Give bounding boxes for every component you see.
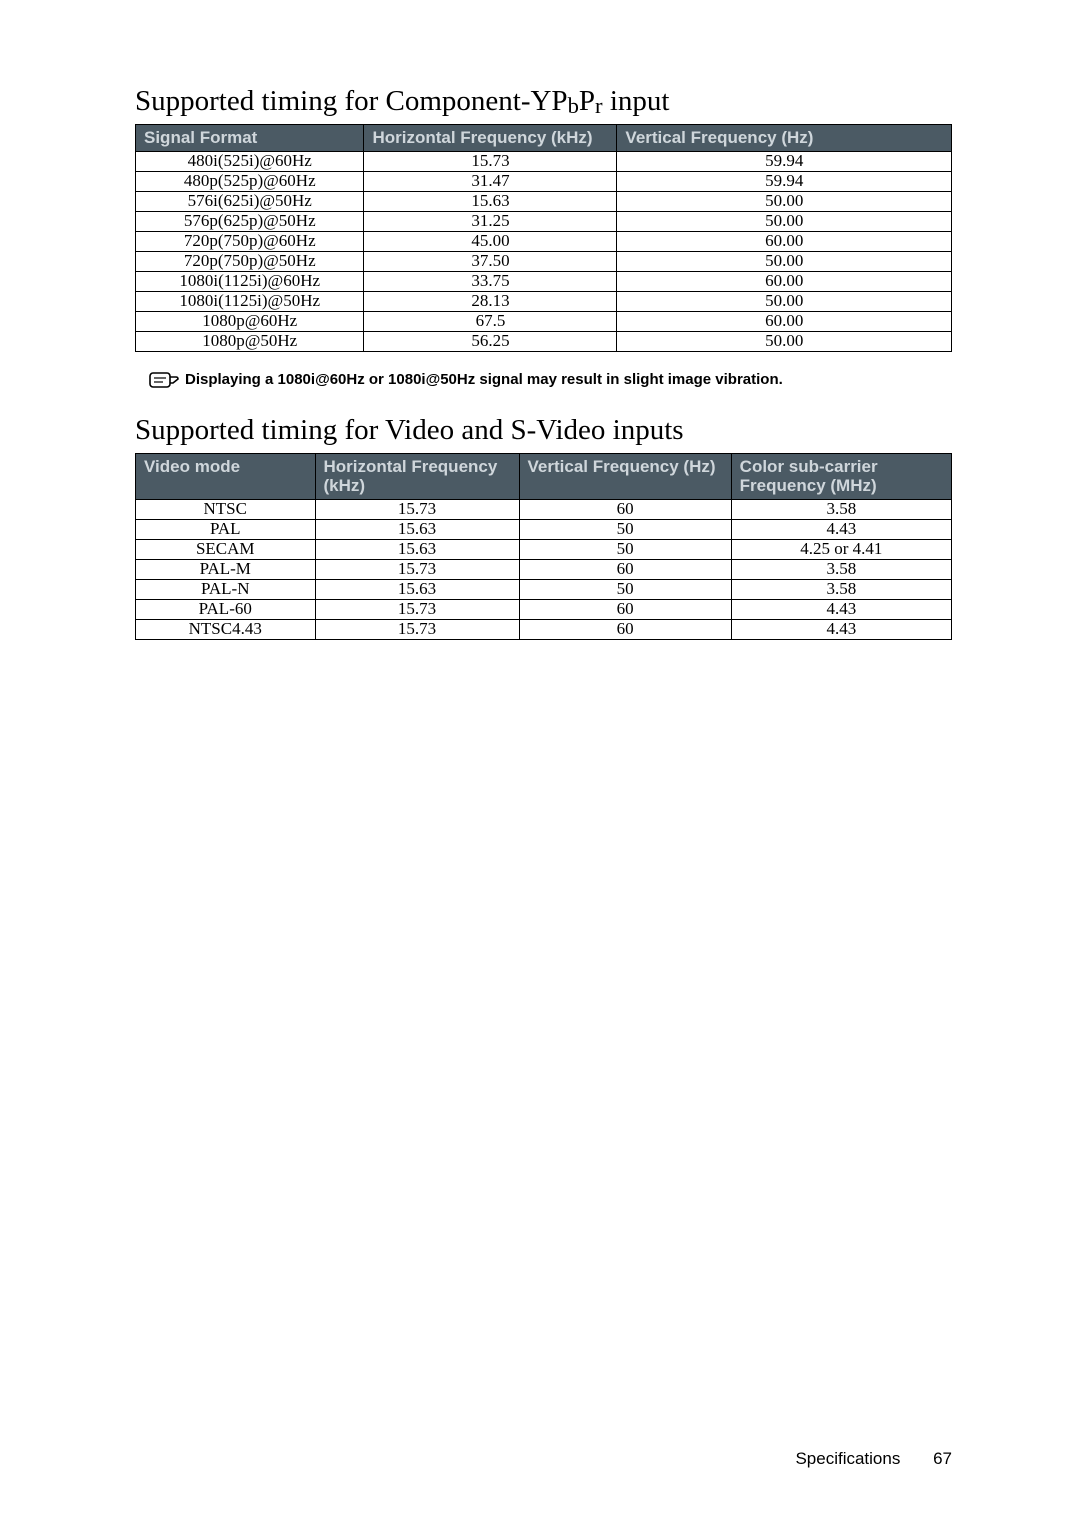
table2-cell: NTSC: [136, 499, 316, 519]
t1p4: input: [603, 85, 670, 117]
note-row: Displaying a 1080i@60Hz or 1080i@50Hz si…: [149, 370, 952, 390]
table2-cell: 4.25 or 4.41: [731, 539, 951, 559]
table1-cell: 31.47: [364, 171, 617, 191]
table2-cell: 50: [519, 539, 731, 559]
table-row: PAL-N15.63503.58: [136, 579, 952, 599]
table-row: 720p(750p)@60Hz45.0060.00: [136, 231, 952, 251]
table-row: 480i(525i)@60Hz15.7359.94: [136, 151, 952, 171]
table-row: 576i(625i)@50Hz15.6350.00: [136, 191, 952, 211]
table-row: NTSC4.4315.73604.43: [136, 619, 952, 639]
table-row: SECAM15.63504.25 or 4.41: [136, 539, 952, 559]
table1-cell: 59.94: [617, 171, 952, 191]
table2-cell: 4.43: [731, 619, 951, 639]
table1-header-row: Signal FormatHorizontal Frequency (kHz)V…: [136, 125, 952, 152]
footer-page: 67: [933, 1449, 952, 1468]
table1-cell: 37.50: [364, 251, 617, 271]
table-row: 720p(750p)@50Hz37.5050.00: [136, 251, 952, 271]
table1-cell: 50.00: [617, 331, 952, 351]
table2-cell: 15.63: [315, 539, 519, 559]
t1p0: Supported timing for Component-YP: [135, 85, 568, 117]
table2-cell: 50: [519, 579, 731, 599]
table1-cell: 59.94: [617, 151, 952, 171]
table2-cell: 3.58: [731, 559, 951, 579]
table1-cell: 720p(750p)@50Hz: [136, 251, 364, 271]
table-row: 576p(625p)@50Hz31.2550.00: [136, 211, 952, 231]
table2-header-2: Vertical Frequency (Hz): [519, 453, 731, 499]
table-row: 1080p@50Hz56.2550.00: [136, 331, 952, 351]
table1-cell: 45.00: [364, 231, 617, 251]
table1-header-1: Horizontal Frequency (kHz): [364, 125, 617, 152]
table2-cell: PAL-60: [136, 599, 316, 619]
note-text: Displaying a 1080i@60Hz or 1080i@50Hz si…: [185, 370, 783, 388]
table1-cell: 1080i(1125i)@60Hz: [136, 271, 364, 291]
table1-cell: 28.13: [364, 291, 617, 311]
table1-cell: 60.00: [617, 231, 952, 251]
table1-cell: 56.25: [364, 331, 617, 351]
table-row: 1080p@60Hz67.560.00: [136, 311, 952, 331]
table1-header-0: Signal Format: [136, 125, 364, 152]
table1-header-2: Vertical Frequency (Hz): [617, 125, 952, 152]
table2-cell: 60: [519, 619, 731, 639]
table2-cell: 15.73: [315, 499, 519, 519]
table-row: PAL15.63504.43: [136, 519, 952, 539]
table2-cell: PAL-M: [136, 559, 316, 579]
table-component-ypbpr: Signal FormatHorizontal Frequency (kHz)V…: [135, 124, 952, 352]
t1p3: r: [595, 93, 603, 118]
table1-cell: 60.00: [617, 271, 952, 291]
table1-cell: 50.00: [617, 251, 952, 271]
table-row: NTSC15.73603.58: [136, 499, 952, 519]
table1-cell: 480p(525p)@60Hz: [136, 171, 364, 191]
table1-cell: 576p(625p)@50Hz: [136, 211, 364, 231]
table2-header-0: Video mode: [136, 453, 316, 499]
table1-cell: 50.00: [617, 211, 952, 231]
table1-cell: 67.5: [364, 311, 617, 331]
table2-cell: 15.73: [315, 559, 519, 579]
table-row: 480p(525p)@60Hz31.4759.94: [136, 171, 952, 191]
footer-label: Specifications: [795, 1449, 900, 1468]
table2-cell: 60: [519, 499, 731, 519]
table2-cell: 15.63: [315, 519, 519, 539]
table2-cell: 60: [519, 599, 731, 619]
table1-cell: 50.00: [617, 291, 952, 311]
table1-cell: 576i(625i)@50Hz: [136, 191, 364, 211]
table2-cell: 3.58: [731, 499, 951, 519]
table1-cell: 31.25: [364, 211, 617, 231]
t1p1: b: [568, 93, 579, 118]
table1-cell: 15.63: [364, 191, 617, 211]
table1-cell: 1080i(1125i)@50Hz: [136, 291, 364, 311]
table2-cell: PAL: [136, 519, 316, 539]
table2-header-1: Horizontal Frequency (kHz): [315, 453, 519, 499]
table2-header-row: Video modeHorizontal Frequency (kHz)Vert…: [136, 453, 952, 499]
section2-title: Supported timing for Video and S-Video i…: [135, 414, 952, 447]
table-row: 1080i(1125i)@60Hz33.7560.00: [136, 271, 952, 291]
section1-title: Supported timing for Component-YPbPr inp…: [135, 85, 952, 118]
table2-cell: 50: [519, 519, 731, 539]
table1-cell: 15.73: [364, 151, 617, 171]
table1-cell: 720p(750p)@60Hz: [136, 231, 364, 251]
table2-cell: PAL-N: [136, 579, 316, 599]
note-icon: [149, 370, 179, 390]
page-footer: Specifications 67: [795, 1449, 952, 1469]
table1-cell: 33.75: [364, 271, 617, 291]
table-row: 1080i(1125i)@50Hz28.1350.00: [136, 291, 952, 311]
table2-cell: 4.43: [731, 599, 951, 619]
table-row: PAL-M15.73603.58: [136, 559, 952, 579]
table2-cell: 3.58: [731, 579, 951, 599]
table1-cell: 60.00: [617, 311, 952, 331]
table-row: PAL-6015.73604.43: [136, 599, 952, 619]
table2-cell: 15.73: [315, 619, 519, 639]
table2-cell: 4.43: [731, 519, 951, 539]
table2-cell: 60: [519, 559, 731, 579]
table1-cell: 1080p@50Hz: [136, 331, 364, 351]
table-video-svideo: Video modeHorizontal Frequency (kHz)Vert…: [135, 453, 952, 640]
table2-cell: 15.63: [315, 579, 519, 599]
table2-header-3: Color sub-carrier Frequency (MHz): [731, 453, 951, 499]
table2-cell: 15.73: [315, 599, 519, 619]
table2-cell: SECAM: [136, 539, 316, 559]
table1-cell: 480i(525i)@60Hz: [136, 151, 364, 171]
table1-cell: 50.00: [617, 191, 952, 211]
t1p2: P: [579, 85, 595, 117]
table2-cell: NTSC4.43: [136, 619, 316, 639]
table1-cell: 1080p@60Hz: [136, 311, 364, 331]
